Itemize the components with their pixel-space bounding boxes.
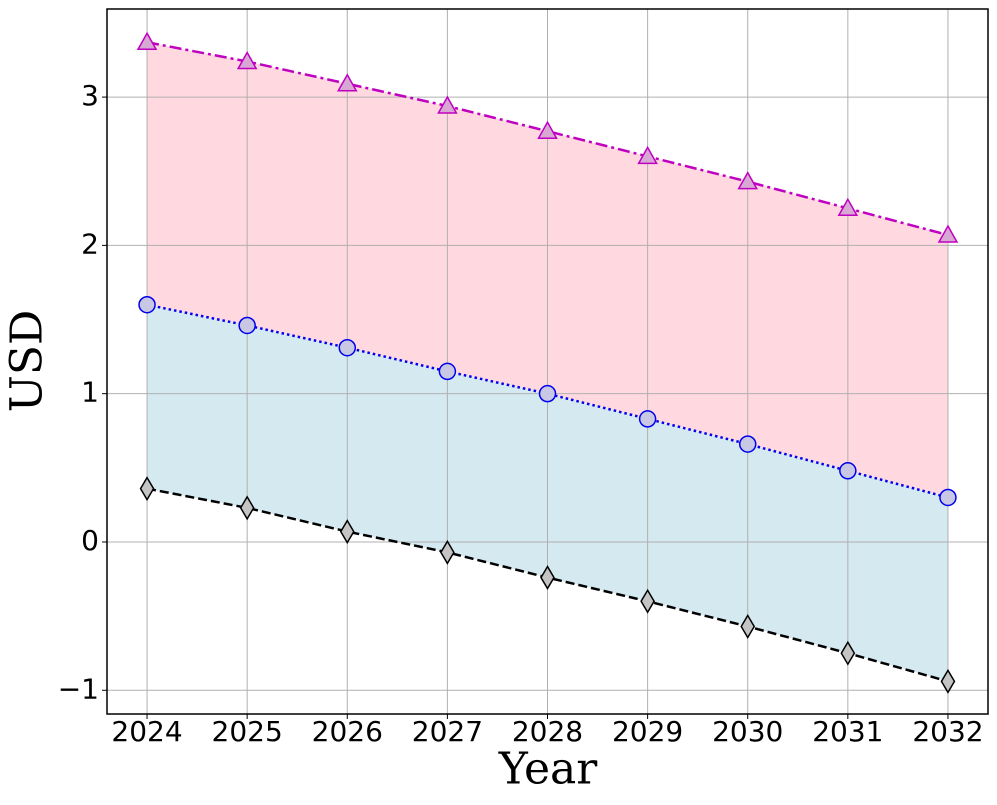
marker (438, 362, 457, 381)
marker (839, 462, 857, 480)
marker (840, 640, 856, 666)
y-tick-label: 0 (81, 524, 99, 557)
marker (837, 197, 859, 217)
marker (239, 495, 255, 521)
x-tick-label: 2031 (812, 715, 883, 748)
marker (537, 120, 558, 139)
marker (939, 488, 957, 507)
y-tick-label: 1 (81, 376, 99, 409)
marker (940, 668, 956, 694)
marker (437, 95, 458, 114)
series-line (146, 40, 949, 237)
marker (737, 171, 759, 190)
line-layer (136, 31, 959, 694)
marker (336, 73, 358, 92)
marker (638, 410, 657, 428)
x-tick-label: 2025 (212, 715, 283, 748)
marker (738, 435, 757, 453)
y-tick-label: −1 (58, 672, 99, 705)
marker (538, 384, 557, 403)
x-tick-label: 2029 (612, 715, 683, 748)
marker (640, 588, 655, 614)
marker (339, 519, 355, 545)
marker (238, 316, 256, 335)
marker (139, 476, 155, 502)
marker (136, 31, 158, 50)
marker (637, 145, 658, 165)
x-tick-label: 2028 (512, 715, 583, 748)
marker (540, 565, 555, 591)
x-axis-label: Year (498, 744, 598, 795)
x-tick-label: 2024 (111, 715, 182, 748)
y-axis-label: USD (2, 310, 53, 413)
marker (236, 50, 258, 70)
marker (138, 295, 156, 314)
marker (338, 338, 357, 357)
y-tick-label: 2 (81, 227, 99, 260)
marker (440, 539, 455, 565)
x-tick-label: 2027 (412, 715, 483, 748)
marker (740, 614, 756, 639)
x-tick-label: 2030 (712, 715, 783, 748)
marker (937, 224, 959, 243)
x-tick-label: 2026 (312, 715, 383, 748)
y-tick-label: 3 (81, 79, 99, 112)
x-tick-label: 2032 (912, 715, 983, 748)
